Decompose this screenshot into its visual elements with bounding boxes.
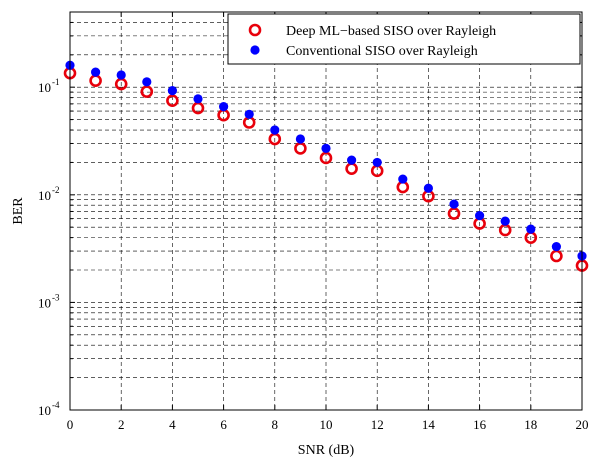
point-conventional	[244, 109, 254, 119]
y-axis-label: BER	[11, 197, 26, 225]
point-conventional	[551, 242, 562, 252]
x-tick-labels: 0 2 4 6 8 10 12 14 16 18 20	[67, 417, 589, 432]
point-conventional	[142, 77, 152, 87]
data-points	[63, 60, 589, 272]
x-tick-label: 10	[320, 417, 333, 432]
point-conventional	[295, 134, 305, 144]
point-conventional	[398, 174, 408, 184]
plot-frame	[69, 11, 583, 411]
point-conventional	[449, 199, 459, 209]
point-conventional	[423, 183, 433, 193]
y-tick-label: 10-2	[38, 185, 60, 203]
y-tick-label: 10-3	[38, 292, 60, 310]
legend-label-deep-ml: Deep ML−based SISO over Rayleigh	[286, 24, 496, 39]
point-deep-ml	[140, 85, 154, 98]
legend: Deep ML−based SISO over Rayleigh Convent…	[227, 13, 581, 65]
y-tick-label: 10-4	[38, 400, 60, 418]
y-tick-label: 10-1	[38, 77, 60, 95]
x-tick-label: 16	[473, 417, 487, 432]
point-conventional	[321, 143, 331, 153]
point-conventional	[193, 94, 203, 104]
x-tick-label: 8	[272, 417, 279, 432]
legend-label-conventional: Conventional SISO over Rayleigh	[286, 44, 478, 59]
x-tick-label: 6	[220, 417, 227, 432]
point-conventional	[219, 102, 229, 112]
y-tick-labels: 10-4 10-3 10-2 10-1	[38, 77, 60, 418]
point-conventional	[167, 85, 177, 96]
x-tick-label: 2	[118, 417, 125, 432]
point-deep-ml	[166, 94, 179, 107]
point-conventional	[91, 67, 101, 77]
point-conventional	[500, 216, 510, 226]
point-conventional	[526, 224, 536, 234]
point-conventional	[372, 157, 382, 168]
point-conventional	[475, 211, 485, 221]
point-conventional	[270, 125, 280, 135]
x-tick-label: 18	[524, 417, 537, 432]
x-tick-label: 12	[371, 417, 384, 432]
x-tick-label: 4	[169, 417, 176, 432]
x-tick-label: 0	[67, 417, 74, 432]
point-conventional	[116, 70, 126, 80]
x-tick-label: 14	[422, 417, 436, 432]
legend-marker-deep-ml	[248, 23, 262, 37]
point-conventional	[347, 155, 357, 165]
x-tick-label: 20	[576, 417, 589, 432]
x-axis-label: SNR (dB)	[298, 443, 355, 458]
legend-marker-conventional	[250, 45, 260, 55]
legend-box	[227, 13, 581, 65]
